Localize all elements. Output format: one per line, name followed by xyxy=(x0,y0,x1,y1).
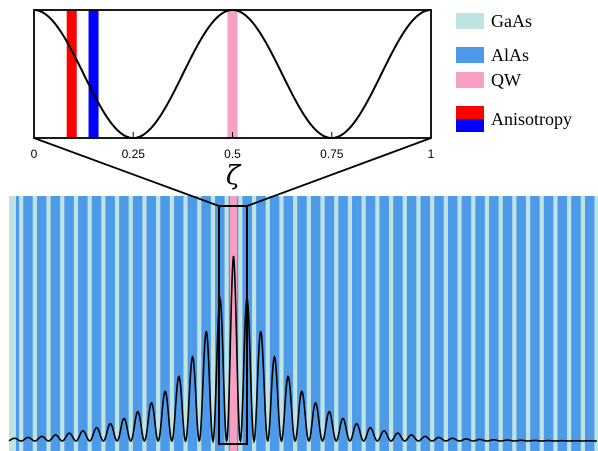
gaas-layer xyxy=(87,196,92,451)
marker-anisotropy-red xyxy=(66,10,77,138)
gaas-layer xyxy=(73,196,79,451)
gaas-layer xyxy=(210,196,216,451)
gaas-layer xyxy=(416,196,421,451)
zeta-axis-symbol: ζ xyxy=(226,161,242,191)
gaas-layer xyxy=(306,196,311,451)
gaas-layer xyxy=(142,196,147,451)
gaas-layer xyxy=(101,196,106,451)
gaas-layer xyxy=(279,196,284,451)
gaas-layer xyxy=(553,196,558,451)
gaas-layer xyxy=(114,196,120,451)
gaas-layer xyxy=(594,196,598,451)
gaas-layer xyxy=(498,196,503,451)
gaas-layer xyxy=(512,196,517,451)
gaas-layer xyxy=(334,196,339,451)
gaas-layer xyxy=(443,196,448,451)
gaas-layer xyxy=(347,196,353,451)
legend: GaAs AlAs QW Anisotropy xyxy=(456,11,572,132)
gaas-layer xyxy=(251,196,257,451)
zoom-connector-left xyxy=(33,137,220,207)
gaas-layer xyxy=(169,196,174,451)
legend-swatch xyxy=(456,72,484,88)
gaas-layer xyxy=(402,196,407,451)
gaas-layer xyxy=(128,196,133,451)
gaas-layer xyxy=(183,196,188,451)
gaas-layer xyxy=(293,196,298,451)
legend-label: GaAs xyxy=(491,11,532,31)
gaas-layer xyxy=(525,196,531,451)
gaas-layer xyxy=(156,196,161,451)
tick-label: 0.5 xyxy=(224,147,241,161)
alas-background xyxy=(9,196,597,451)
gaas-cladding-left xyxy=(9,196,16,451)
layer-stripes xyxy=(9,196,598,451)
gaas-layer xyxy=(224,196,229,451)
gaas-layer xyxy=(539,196,544,451)
gaas-layer xyxy=(32,196,37,451)
gaas-layer xyxy=(471,196,476,451)
top-panel: 0 0.25 0.5 0.75 1 ζ xyxy=(31,8,435,191)
quantum-well xyxy=(230,196,237,451)
gaas-layer xyxy=(265,196,270,451)
top-panel-markers xyxy=(66,10,238,138)
gaas-layer xyxy=(457,196,462,451)
gaas-layer xyxy=(430,196,435,451)
gaas-layer xyxy=(19,196,24,451)
gaas-layer xyxy=(580,196,585,451)
zoom-box xyxy=(218,205,248,445)
legend-swatch xyxy=(456,47,484,63)
marker-qw xyxy=(227,10,238,138)
gaas-layer xyxy=(238,196,243,451)
tick-label: 0.25 xyxy=(122,147,146,161)
gaas-layer xyxy=(375,196,380,451)
gaas-layer xyxy=(361,196,366,451)
gaas-layer xyxy=(484,196,490,451)
gaas-layer xyxy=(388,196,394,451)
mode-intensity-curve xyxy=(8,255,597,444)
legend-swatch xyxy=(456,13,484,29)
top-axis-ticks: 0 0.25 0.5 0.75 1 xyxy=(31,132,435,161)
zoom-connector-right xyxy=(246,137,432,207)
tick-label: 0 xyxy=(31,147,38,161)
tick-label: 0.75 xyxy=(320,147,344,161)
gaas-layer xyxy=(567,196,572,451)
gaas-layer xyxy=(197,196,202,451)
legend-label: Anisotropy xyxy=(491,109,572,129)
legend-label: AlAs xyxy=(491,45,529,65)
gaas-layer xyxy=(60,196,65,451)
tick-label: 1 xyxy=(428,147,435,161)
legend-swatch-red xyxy=(456,106,484,119)
gaas-layer xyxy=(46,196,51,451)
legend-swatch-blue xyxy=(456,119,484,132)
bottom-panel xyxy=(8,196,598,451)
legend-label: QW xyxy=(491,70,521,90)
gaas-layer xyxy=(320,196,325,451)
marker-anisotropy-blue xyxy=(88,10,99,138)
